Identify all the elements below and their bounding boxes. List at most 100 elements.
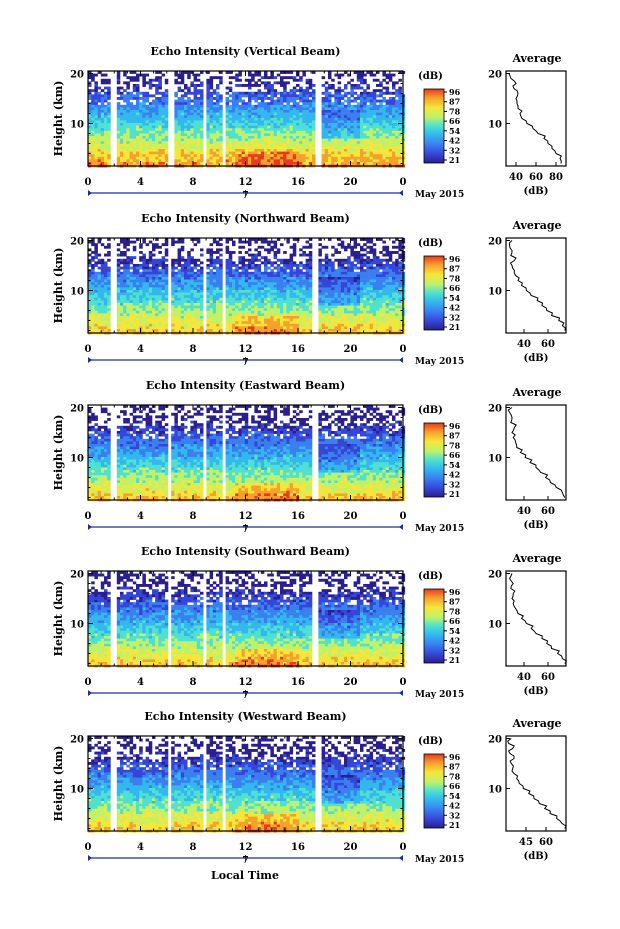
heat-cell xyxy=(152,99,156,103)
heat-cell xyxy=(161,292,166,296)
heat-cell xyxy=(136,162,140,165)
heat-cell xyxy=(216,141,220,145)
heat-cell xyxy=(363,81,367,85)
heat-cell xyxy=(209,162,214,165)
heat-cell xyxy=(120,104,124,108)
heat-cell xyxy=(190,326,194,330)
heat-cell xyxy=(132,318,137,322)
heat-cell xyxy=(276,269,281,273)
heat-cell xyxy=(244,313,249,317)
heat-cell xyxy=(257,264,262,267)
heat-cell xyxy=(129,305,134,309)
heat-cell xyxy=(107,284,111,288)
heat-cell xyxy=(180,146,185,150)
heat-cell xyxy=(289,321,294,325)
heat-cell xyxy=(251,238,255,241)
heat-cell xyxy=(91,271,95,275)
heat-cell xyxy=(235,310,239,314)
heat-cell xyxy=(379,81,383,85)
heat-cell xyxy=(107,305,111,309)
heat-cell xyxy=(299,138,303,142)
heat-cell xyxy=(190,329,194,332)
heat-cell xyxy=(129,128,134,132)
heat-cell xyxy=(177,323,182,327)
heat-cell xyxy=(209,269,214,273)
heat-cell xyxy=(219,128,223,132)
heat-cell xyxy=(267,81,271,85)
heat-cell xyxy=(136,141,140,145)
profile-x-tick-label: 60 xyxy=(529,172,543,183)
heat-cell xyxy=(200,266,204,270)
heat-cell xyxy=(292,261,297,265)
heat-cell xyxy=(369,149,374,152)
heat-cell xyxy=(209,120,214,124)
date-label: May 2015 xyxy=(415,190,464,200)
heat-cell xyxy=(177,297,182,301)
heat-cell xyxy=(273,326,278,330)
heat-cell xyxy=(145,94,150,98)
heat-cell xyxy=(228,120,233,124)
heat-cell xyxy=(331,156,335,160)
heat-cell xyxy=(228,316,233,319)
heat-cell xyxy=(244,266,249,270)
heat-cell xyxy=(305,284,310,288)
heat-cell xyxy=(254,71,258,74)
heat-cell xyxy=(158,107,162,111)
heat-cell xyxy=(142,305,146,309)
heat-cell xyxy=(216,159,220,163)
heat-cell xyxy=(129,97,134,100)
heat-cell xyxy=(139,91,143,95)
heat-cell xyxy=(187,162,191,165)
heat-cell xyxy=(264,130,268,134)
heat-cell xyxy=(216,251,220,254)
heat-cell xyxy=(344,141,348,145)
heat-cell xyxy=(376,146,380,150)
heat-cell xyxy=(136,305,140,309)
heat-cell xyxy=(216,305,220,309)
heat-cell xyxy=(248,112,252,116)
heat-cell xyxy=(88,297,92,301)
heat-cell xyxy=(280,120,284,124)
heat-cell xyxy=(388,117,393,121)
heat-cell xyxy=(296,89,300,93)
heat-cell xyxy=(193,91,198,95)
heat-cell xyxy=(283,149,287,152)
heat-cell xyxy=(228,238,233,241)
heat-cell xyxy=(321,143,326,147)
heat-cell xyxy=(251,84,255,87)
heat-cell xyxy=(392,146,396,150)
heat-cell xyxy=(299,112,303,116)
heat-cell xyxy=(216,117,220,121)
heat-cell xyxy=(196,303,201,306)
heat-cell xyxy=(305,156,310,160)
heat-cell xyxy=(158,284,162,288)
heat-cell xyxy=(376,151,380,155)
heat-cell xyxy=(100,274,105,278)
heat-cell xyxy=(238,149,242,152)
heat-cell xyxy=(328,125,332,129)
heat-cell xyxy=(347,133,351,137)
heat-cell xyxy=(363,136,367,139)
heat-cell xyxy=(88,313,92,317)
heat-cell xyxy=(340,149,345,152)
heat-cell xyxy=(235,271,239,275)
heat-cell xyxy=(155,125,159,129)
heat-cell xyxy=(276,310,281,314)
heat-cell xyxy=(94,91,98,95)
heat-cell xyxy=(116,86,121,90)
heat-cell xyxy=(347,130,351,134)
heat-cell xyxy=(158,287,162,291)
heat-cell xyxy=(286,81,290,85)
heat-cell xyxy=(392,97,396,100)
heat-cell xyxy=(104,99,108,103)
heat-cell xyxy=(308,94,313,98)
heat-cell xyxy=(91,154,95,158)
heat-cell xyxy=(328,133,332,137)
heat-cell xyxy=(398,86,402,90)
heat-cell xyxy=(129,76,134,80)
heat-cell xyxy=(97,284,102,288)
heat-cell xyxy=(232,117,236,121)
heat-cell xyxy=(126,279,130,283)
heat-cell xyxy=(331,102,335,106)
heat-cell xyxy=(91,102,95,106)
